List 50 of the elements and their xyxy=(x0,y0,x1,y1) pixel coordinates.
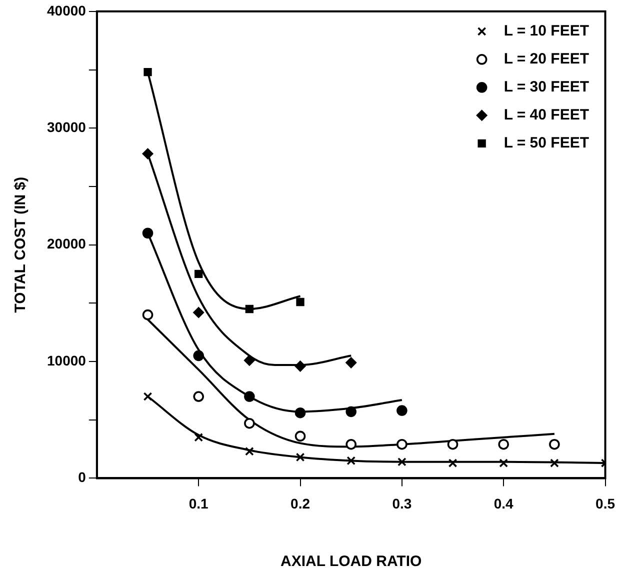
y-tick-label: 40000 xyxy=(46,2,86,18)
point xyxy=(346,438,356,450)
point xyxy=(294,430,306,442)
point xyxy=(550,458,559,468)
point xyxy=(346,456,356,466)
point xyxy=(448,458,458,468)
point xyxy=(194,270,203,278)
point xyxy=(346,357,356,368)
point xyxy=(143,392,152,401)
point xyxy=(193,307,204,318)
point xyxy=(549,438,560,450)
point xyxy=(398,457,406,466)
legend-label: L = 10 FEET xyxy=(504,22,590,40)
legend-label: L = 50 FEET xyxy=(504,134,590,152)
x-tick-label: 0.1 xyxy=(188,495,209,512)
point xyxy=(142,228,154,239)
y-tick-label: 30000 xyxy=(46,118,86,135)
point xyxy=(447,438,458,450)
y-tick-label: 0 xyxy=(78,469,86,486)
x-tick-label: 0.5 xyxy=(596,495,616,512)
y-tick-label: 20000 xyxy=(46,236,86,252)
y-tick-label: 10000 xyxy=(46,352,86,368)
point xyxy=(294,407,306,418)
point xyxy=(193,350,204,362)
point xyxy=(193,391,204,402)
point xyxy=(244,446,254,456)
x-tick-label: 0.4 xyxy=(494,495,514,512)
point xyxy=(396,438,408,450)
point xyxy=(396,405,408,416)
point xyxy=(296,452,305,462)
point xyxy=(498,438,509,450)
point xyxy=(294,360,306,372)
point xyxy=(245,304,254,314)
legend-label: L = 40 FEET xyxy=(504,106,590,124)
point xyxy=(244,354,255,366)
point xyxy=(346,406,356,418)
point xyxy=(244,391,255,402)
point xyxy=(244,418,255,429)
point xyxy=(296,298,304,306)
y-axis-title: TOTAL COST (IN $) xyxy=(12,176,30,313)
point xyxy=(142,148,154,160)
point xyxy=(194,432,204,442)
point xyxy=(144,68,152,76)
x-tick-label: 0.2 xyxy=(290,495,310,512)
legend-label: L = 30 FEET xyxy=(504,78,590,96)
point xyxy=(142,309,154,320)
legend-label: L = 20 FEET xyxy=(504,50,590,68)
x-tick-label: 0.3 xyxy=(392,495,412,512)
point xyxy=(499,458,508,468)
x-axis-title: AXIAL LOAD RATIO xyxy=(280,553,422,570)
